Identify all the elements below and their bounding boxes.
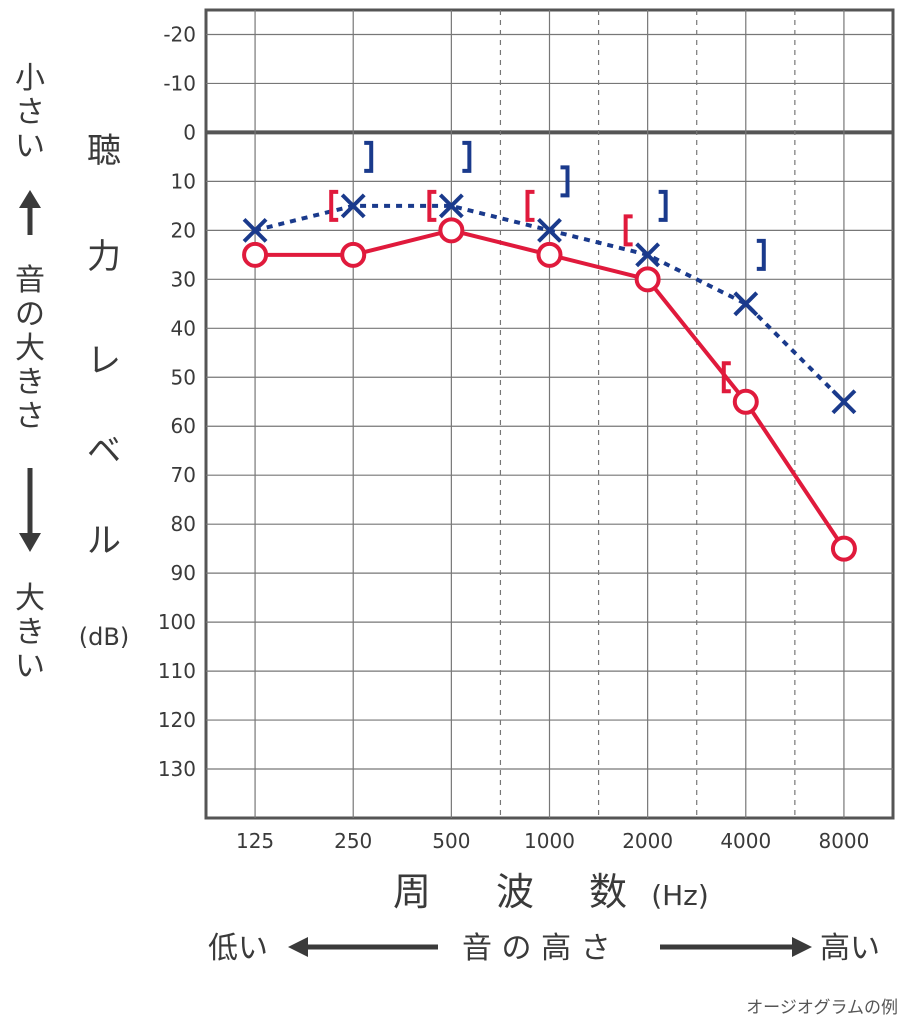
label-char: 小: [15, 61, 45, 96]
y-tick-label: 90: [171, 561, 196, 585]
x-tick-labels: 125 250 500 1000 2000 4000 8000: [236, 829, 869, 853]
left-bracket-marker: [721, 361, 731, 394]
x-tick-label: 125: [236, 829, 274, 853]
x-marker: [831, 389, 857, 415]
y-tick-label: 130: [158, 757, 196, 781]
y-tick-label: 50: [171, 365, 196, 389]
x-marker: [340, 193, 366, 219]
y-tick-label: -20: [163, 22, 196, 46]
left-label-bottom: 大きい: [15, 581, 45, 684]
circle-marker: [242, 241, 269, 268]
circle-marker: [732, 388, 759, 415]
y-tick-label: 120: [158, 708, 196, 732]
y-tick-label: 110: [158, 659, 196, 683]
up-arrow-head: [19, 190, 41, 208]
y-tick-label: 70: [171, 463, 196, 487]
caption: オージオグラムの例: [746, 998, 898, 1018]
chart-grid: [204, 8, 895, 820]
y-axis-label-part: ル: [87, 521, 121, 561]
y-tick-label: 100: [158, 610, 196, 634]
y-tick-label: 0: [183, 120, 196, 144]
x-tick-label: 1000: [524, 829, 575, 853]
x-axis-label-part: 周: [393, 870, 431, 914]
label-char: 大: [15, 581, 45, 616]
right-bracket-marker: [462, 140, 472, 173]
x-axis-label-part: (Hz): [651, 879, 709, 912]
right-arrow-head: [792, 937, 812, 957]
y-axis-label-part: レ: [87, 341, 121, 381]
left-bracket-marker: [427, 189, 437, 222]
label-char: き: [15, 615, 45, 650]
y-tick-label: 10: [171, 169, 196, 193]
x-marker: [537, 217, 562, 243]
x-tick-label: 8000: [818, 829, 869, 853]
pitch-high-label: 高い: [820, 931, 880, 966]
label-char: き: [15, 365, 45, 400]
y-axis-label-part: 力: [87, 237, 121, 277]
label-char: い: [15, 649, 45, 684]
left-label-top: 小さい: [15, 61, 45, 164]
x-marker: [733, 291, 759, 317]
left-bracket-marker: [329, 189, 339, 222]
left-arrow-head: [288, 937, 308, 957]
down-arrow-head: [19, 533, 41, 552]
bone-conduction-markers: [329, 140, 766, 394]
x-marker: [438, 193, 464, 219]
pitch-low-label: 低い: [208, 931, 268, 966]
label-char: さ: [15, 95, 45, 130]
y-tick-label: 60: [171, 414, 196, 438]
label-char: さ: [15, 399, 45, 434]
x-marker: [635, 242, 661, 268]
left-bracket-marker: [623, 214, 633, 247]
x-tick-label: 500: [432, 829, 470, 853]
label-char: 大: [15, 331, 45, 366]
y-tick-label: 40: [171, 316, 196, 340]
pitch-middle-label: 音 の 高 さ: [462, 931, 611, 966]
left-volume-label: 小さい 音の大きさ 大きい: [15, 61, 45, 684]
x-axis-label: 周 波 数 (Hz): [393, 870, 709, 914]
right-bracket-marker: [364, 140, 374, 173]
pitch-row: 低い 音 の 高 さ 高い: [208, 931, 880, 966]
right-bracket-marker: [658, 189, 668, 222]
left-bracket-marker: [525, 189, 535, 222]
x-tick-label: 250: [334, 829, 372, 853]
y-tick-label: 20: [171, 218, 196, 242]
x-marker: [242, 217, 268, 243]
left-label-middle: 音の大きさ: [15, 263, 45, 434]
label-char: の: [15, 297, 45, 332]
x-axis-label-part: 波: [496, 870, 534, 914]
y-tick-label: -10: [163, 71, 196, 95]
y-axis-label-part: ベ: [87, 431, 121, 471]
right-bracket-marker: [756, 238, 766, 271]
label-char: 音: [15, 263, 45, 298]
circle-marker: [340, 241, 367, 268]
right-bracket-marker: [560, 165, 570, 198]
circle-marker: [536, 241, 563, 268]
x-tick-label: 4000: [720, 829, 771, 853]
circle-marker: [438, 217, 465, 244]
y-tick-labels: -20 -10 0 10 20 30 40 50 60 70 80 90 100 110 120 130: [158, 22, 196, 781]
x-tick-label: 2000: [622, 829, 673, 853]
chart-series: [242, 193, 857, 562]
circle-marker: [634, 266, 661, 293]
y-axis-label-part: (dB): [79, 623, 129, 651]
y-axis-label-part: 聴: [87, 131, 121, 171]
y-tick-label: 80: [171, 512, 196, 536]
label-char: い: [15, 129, 45, 164]
x-axis-label-part: 数: [589, 870, 627, 914]
circle-marker: [830, 535, 857, 562]
y-tick-label: 30: [171, 267, 196, 291]
